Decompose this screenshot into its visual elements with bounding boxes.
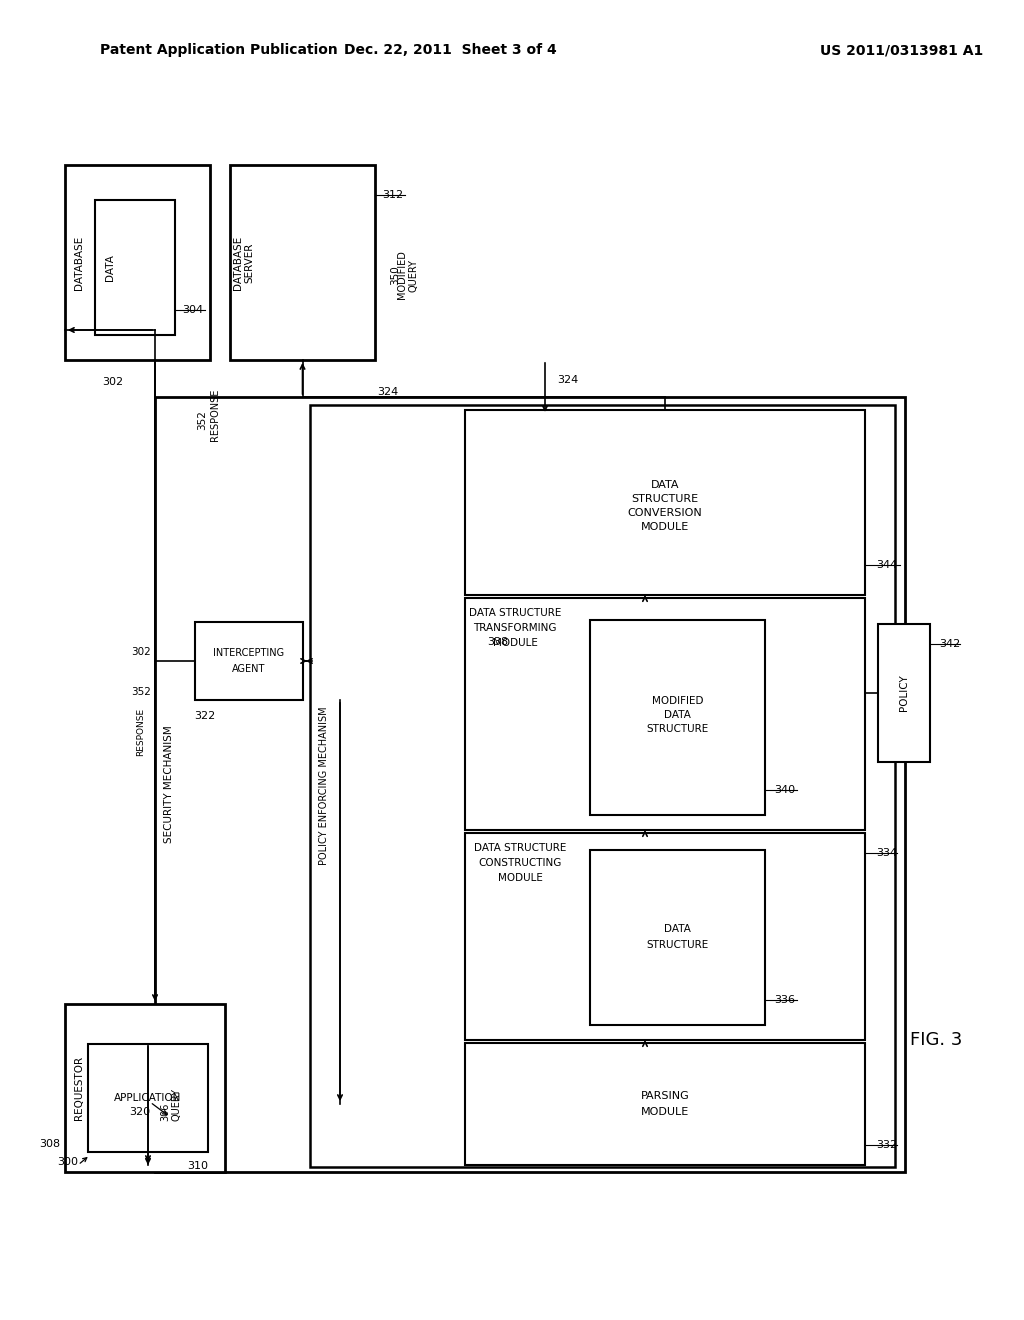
- Text: 310: 310: [187, 1162, 209, 1171]
- Text: 312: 312: [382, 190, 403, 201]
- Text: CONVERSION: CONVERSION: [628, 507, 702, 517]
- Text: MODULE: MODULE: [498, 873, 543, 883]
- Text: 342: 342: [939, 639, 961, 649]
- Text: 332: 332: [877, 1140, 898, 1150]
- Bar: [465, 598, 865, 830]
- Bar: [155, 397, 905, 1172]
- Text: 352: 352: [197, 411, 207, 430]
- Bar: [65, 1005, 225, 1172]
- Text: 336: 336: [774, 995, 796, 1005]
- Text: DATA: DATA: [650, 479, 679, 490]
- Text: STRUCTURE: STRUCTURE: [646, 940, 709, 950]
- Text: 308: 308: [39, 1139, 60, 1148]
- Text: US 2011/0313981 A1: US 2011/0313981 A1: [820, 44, 983, 57]
- Text: DATA: DATA: [664, 710, 691, 721]
- Text: DATA: DATA: [664, 924, 691, 935]
- Text: AGENT: AGENT: [232, 664, 265, 675]
- Bar: [310, 405, 895, 1167]
- Text: 302: 302: [102, 378, 124, 387]
- Text: POLICY: POLICY: [899, 675, 909, 711]
- Text: 306
QUERY: 306 QUERY: [160, 1088, 181, 1121]
- Bar: [195, 622, 303, 700]
- Text: APPLICATION: APPLICATION: [115, 1093, 181, 1104]
- Bar: [465, 411, 865, 595]
- Text: 324: 324: [378, 387, 398, 397]
- Text: 324: 324: [557, 375, 579, 385]
- Text: CONSTRUCTING: CONSTRUCTING: [478, 858, 562, 869]
- Text: DATA STRUCTURE: DATA STRUCTURE: [469, 609, 561, 618]
- Text: RESPONSE: RESPONSE: [210, 389, 220, 441]
- Bar: [465, 833, 865, 1040]
- Text: 350: 350: [390, 265, 400, 285]
- Text: 344: 344: [877, 560, 898, 570]
- Text: REQUESTOR: REQUESTOR: [74, 1056, 84, 1121]
- Bar: [95, 201, 175, 335]
- Text: 338: 338: [487, 638, 508, 647]
- Text: 300: 300: [57, 1158, 78, 1167]
- Text: MODIFIED: MODIFIED: [651, 697, 703, 706]
- Text: DATABASE: DATABASE: [74, 235, 84, 289]
- Text: 302: 302: [131, 647, 151, 657]
- Text: PARSING: PARSING: [641, 1092, 689, 1101]
- Text: 322: 322: [195, 711, 216, 721]
- Text: MODULE: MODULE: [493, 638, 538, 648]
- Text: DATABASE
SERVER: DATABASE SERVER: [233, 235, 255, 289]
- Text: 320: 320: [129, 1107, 150, 1117]
- Text: Patent Application Publication: Patent Application Publication: [100, 44, 338, 57]
- Text: DATA: DATA: [105, 253, 115, 281]
- Text: TRANSFORMING: TRANSFORMING: [473, 623, 557, 634]
- Text: STRUCTURE: STRUCTURE: [646, 725, 709, 734]
- Text: FIG. 3: FIG. 3: [910, 1031, 963, 1049]
- Text: POLICY ENFORCING MECHANISM: POLICY ENFORCING MECHANISM: [319, 706, 329, 866]
- Text: SECURITY MECHANISM: SECURITY MECHANISM: [164, 726, 174, 843]
- Bar: [230, 165, 375, 360]
- Bar: [65, 165, 210, 360]
- Text: MODULE: MODULE: [641, 1107, 689, 1117]
- Text: Dec. 22, 2011  Sheet 3 of 4: Dec. 22, 2011 Sheet 3 of 4: [344, 44, 556, 57]
- Text: STRUCTURE: STRUCTURE: [632, 494, 698, 503]
- Bar: [88, 1044, 208, 1152]
- Text: 334: 334: [877, 847, 898, 858]
- Text: DATA STRUCTURE: DATA STRUCTURE: [474, 843, 566, 853]
- Text: 304: 304: [182, 305, 204, 315]
- Text: RESPONSE: RESPONSE: [136, 708, 145, 756]
- Text: INTERCEPTING: INTERCEPTING: [213, 648, 285, 657]
- Text: MODIFIED
QUERY: MODIFIED QUERY: [397, 251, 419, 300]
- Bar: [590, 620, 765, 814]
- Text: MODULE: MODULE: [641, 521, 689, 532]
- Bar: [878, 624, 930, 762]
- Text: 340: 340: [774, 785, 796, 795]
- Bar: [590, 850, 765, 1026]
- Bar: [465, 1043, 865, 1166]
- Text: 352: 352: [131, 686, 151, 697]
